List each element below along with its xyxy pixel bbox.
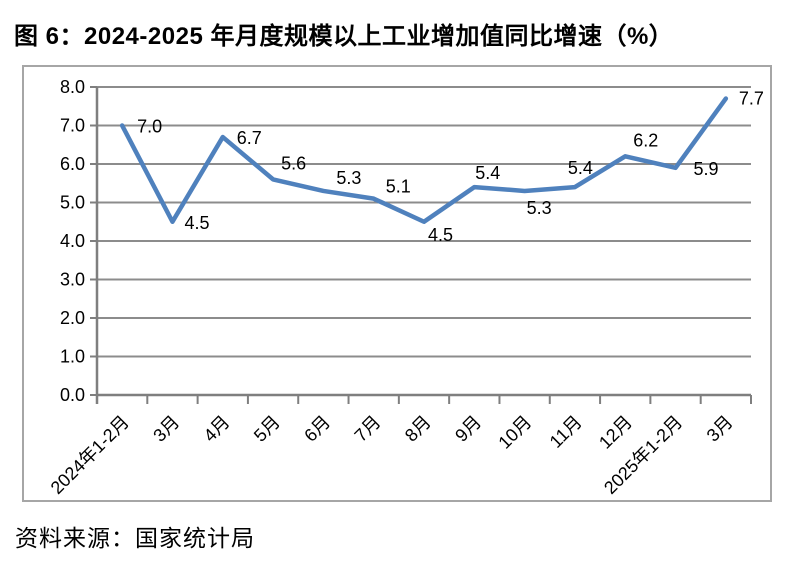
data-point-label: 5.3 — [336, 168, 361, 188]
x-axis-tick-label: 8月 — [401, 412, 435, 446]
x-axis-tick-label: 10月 — [494, 412, 535, 453]
data-point-label: 6.2 — [633, 130, 658, 150]
data-point-label: 4.5 — [428, 225, 453, 245]
data-point-label: 6.7 — [237, 128, 262, 148]
data-point-label: 5.4 — [475, 163, 500, 183]
data-point-label: 5.9 — [694, 159, 719, 179]
y-axis-tick-label: 3.0 — [60, 270, 85, 290]
x-axis-tick-label: 11月 — [546, 412, 586, 452]
y-axis-tick-label: 2.0 — [60, 308, 85, 328]
data-point-label: 5.1 — [386, 177, 411, 197]
figure-title: 图 6：2024-2025 年月度规模以上工业增加值同比增速（%） — [14, 23, 674, 50]
x-axis-tick-label: 6月 — [300, 412, 334, 446]
data-point-label: 5.4 — [568, 158, 593, 178]
y-axis-tick-label: 4.0 — [60, 231, 85, 251]
data-point-label: 5.6 — [281, 153, 306, 173]
x-axis-tick-label: 7月 — [351, 412, 385, 446]
y-axis-tick-label: 1.0 — [60, 347, 85, 367]
source-note: 资料来源：国家统计局 — [15, 525, 255, 551]
data-point-label: 7.7 — [739, 89, 764, 109]
y-axis-tick-label: 5.0 — [60, 193, 85, 213]
x-axis-tick-label: 9月 — [451, 412, 485, 446]
x-axis-tick-label: 3月 — [703, 412, 737, 446]
y-axis-tick-label: 8.0 — [60, 77, 85, 97]
line-chart: 0.0 1.0 2.0 3.0 4.0 5.0 6.0 7.0 8.0 7.0 4.5 6.7 5.6 5… — [47, 77, 764, 498]
x-axis-tick-label: 2024年1-2月 — [47, 412, 133, 498]
x-axis-tick-label: 3月 — [149, 412, 183, 446]
x-axis-tick-label: 4月 — [200, 412, 234, 446]
data-point-label: 4.5 — [184, 213, 209, 233]
x-axis-tick-label: 12月 — [595, 412, 636, 453]
y-axis-tick-label: 6.0 — [60, 154, 85, 174]
y-axis-tick-label: 0.0 — [60, 385, 85, 405]
data-series-line — [119, 96, 729, 224]
x-axis-tick-label: 5月 — [250, 412, 284, 446]
data-point-label: 7.0 — [137, 117, 162, 137]
y-axis-tick-label: 7.0 — [60, 116, 85, 136]
data-point-label: 5.3 — [527, 198, 552, 218]
chart-frame: 0.0 1.0 2.0 3.0 4.0 5.0 6.0 7.0 8.0 7.0 4.5 6.7 5.6 5… — [22, 65, 772, 502]
